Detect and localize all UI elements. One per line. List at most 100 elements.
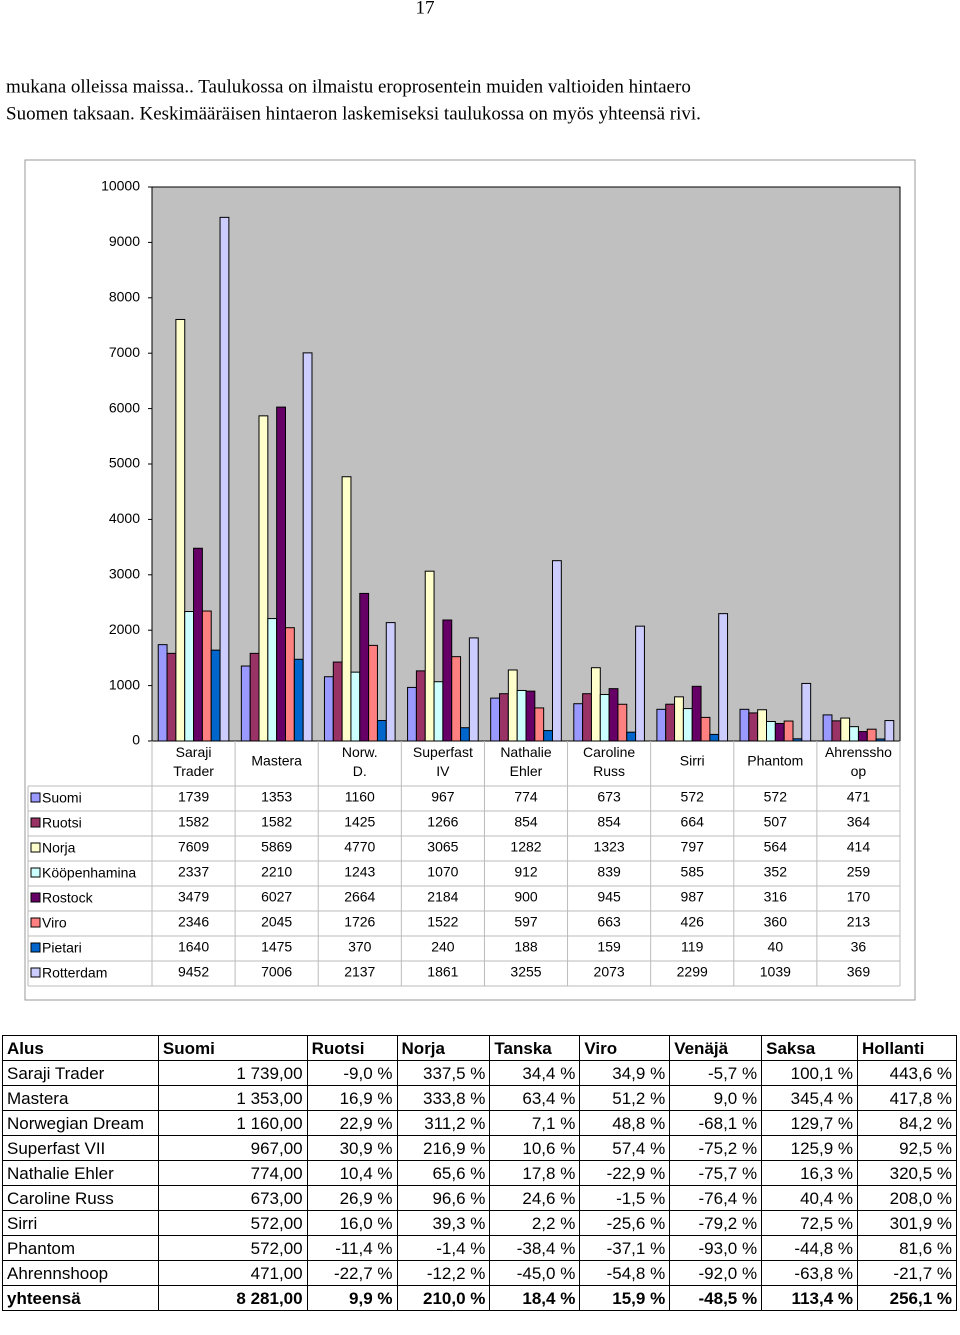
bar xyxy=(739,708,750,742)
table-cell: Superfast VII xyxy=(2,1135,159,1161)
table-cell: 10,4 % xyxy=(306,1160,398,1186)
bar xyxy=(801,682,812,742)
bar xyxy=(499,693,509,742)
table-cell: -75,2 % xyxy=(669,1135,763,1161)
table-cell: 113,4 % xyxy=(761,1285,858,1311)
data-table-value: 673 xyxy=(597,789,621,805)
table-cell: 9,9 % xyxy=(306,1285,398,1311)
data-table-value: 1522 xyxy=(427,914,458,930)
table-cell: 16,0 % xyxy=(306,1210,398,1236)
bar xyxy=(157,644,168,742)
table-cell: -75,7 % xyxy=(669,1160,763,1186)
y-tick-label: 0 xyxy=(132,732,140,748)
table-cell: 125,9 % xyxy=(761,1135,858,1161)
table-cell: -22,9 % xyxy=(579,1160,671,1186)
table-row: Saraji Trader 1 739,00 -9,0 % 337,5 % 34,4 %… xyxy=(2,1060,957,1086)
bar xyxy=(682,708,693,742)
table-cell: 34,4 % xyxy=(489,1060,581,1086)
table-cell: -48,5 % xyxy=(669,1285,763,1311)
table-cell: Viro xyxy=(579,1035,671,1061)
table-cell: Ruotsi xyxy=(306,1035,398,1061)
data-table-value: 36 xyxy=(851,939,867,955)
data-table-value: 1243 xyxy=(344,864,375,880)
data-table-value: 370 xyxy=(348,939,372,955)
table-cell: -92,0 % xyxy=(669,1260,763,1286)
data-table-value: 1160 xyxy=(345,789,375,805)
table-cell: -12,2 % xyxy=(396,1260,491,1286)
y-tick-label: 9000 xyxy=(109,233,140,249)
table-cell: 8 281,00 xyxy=(157,1285,308,1311)
bar xyxy=(507,669,518,742)
bar xyxy=(210,649,221,742)
data-table-value: 1425 xyxy=(344,814,375,830)
data-table-value: 1475 xyxy=(261,939,292,955)
table-cell: 63,4 % xyxy=(489,1085,581,1111)
table-cell: 72,5 % xyxy=(761,1210,858,1236)
data-table-value: 597 xyxy=(514,914,538,930)
bar xyxy=(884,720,895,742)
bar xyxy=(385,622,396,742)
bar xyxy=(332,661,343,742)
bar xyxy=(849,726,859,742)
table-cell: Nathalie Ehler xyxy=(2,1160,159,1186)
data-table-value: 159 xyxy=(597,939,621,955)
bar xyxy=(822,714,833,742)
table-cell: 9,0 % xyxy=(669,1085,763,1111)
table-cell: -38,4 % xyxy=(489,1235,581,1261)
bar xyxy=(323,676,334,742)
table-cell: 16,3 % xyxy=(761,1160,858,1186)
data-table-value: 119 xyxy=(681,939,704,955)
data-table-value: 2137 xyxy=(344,964,375,980)
x-tick-label: Mastera xyxy=(251,753,302,769)
data-table-value: 1726 xyxy=(344,914,375,930)
data-table-value: 1039 xyxy=(760,964,791,980)
bar xyxy=(635,625,645,742)
bar xyxy=(590,667,601,742)
table-cell: 673,00 xyxy=(157,1185,308,1211)
data-table-value: 316 xyxy=(764,889,788,905)
bar xyxy=(376,720,387,742)
bar xyxy=(582,693,592,742)
table-cell: 256,1 % xyxy=(857,1285,957,1311)
bar xyxy=(709,733,720,742)
data-table-value: 170 xyxy=(847,889,871,905)
data-table-value: 967 xyxy=(431,789,455,805)
bar xyxy=(831,720,842,742)
table-cell: Venäjä xyxy=(669,1035,763,1061)
data-table-value: 797 xyxy=(681,839,705,855)
page-number: 17 xyxy=(416,0,435,18)
table-cell: 333,8 % xyxy=(396,1085,491,1111)
table-cell: 417,8 % xyxy=(857,1085,957,1111)
bar xyxy=(599,694,610,742)
data-table-value: 360 xyxy=(764,914,788,930)
table-cell: 208,0 % xyxy=(857,1185,957,1211)
data-table-value: 5869 xyxy=(261,839,292,855)
table-cell: 210,0 % xyxy=(396,1285,491,1311)
table-cell: -93,0 % xyxy=(669,1235,763,1261)
data-table-value: 507 xyxy=(764,814,788,830)
table-cell: Alus xyxy=(2,1035,159,1061)
table-cell: Mastera xyxy=(2,1085,159,1111)
table-cell: 48,8 % xyxy=(579,1110,671,1136)
table-cell: Phantom xyxy=(2,1235,159,1261)
table-row: Phantom 572,00 -11,4 % -1,4 % -38,4 % -37,1 %… xyxy=(2,1235,957,1261)
table-cell: 1 353,00 xyxy=(157,1085,308,1111)
bar xyxy=(193,547,203,742)
bar xyxy=(359,592,370,742)
bar xyxy=(240,665,251,742)
table-cell: 129,7 % xyxy=(761,1110,858,1136)
bar xyxy=(302,352,313,742)
bar xyxy=(674,696,684,742)
table-cell: yhteensä xyxy=(2,1285,159,1311)
table-cell: Ahrennshoop xyxy=(2,1260,159,1286)
data-table-value: 585 xyxy=(681,864,705,880)
table-cell: 81,6 % xyxy=(857,1235,957,1261)
data-table-value: 426 xyxy=(681,914,705,930)
data-table-value: 6027 xyxy=(261,889,292,905)
x-tick-label: Nathalie Ehler xyxy=(500,744,552,779)
table-cell: 320,5 % xyxy=(857,1160,957,1186)
table-cell: 17,8 % xyxy=(489,1160,581,1186)
data-table-value: 471 xyxy=(847,789,871,805)
data-table-value: 663 xyxy=(597,914,621,930)
bar xyxy=(534,707,545,742)
